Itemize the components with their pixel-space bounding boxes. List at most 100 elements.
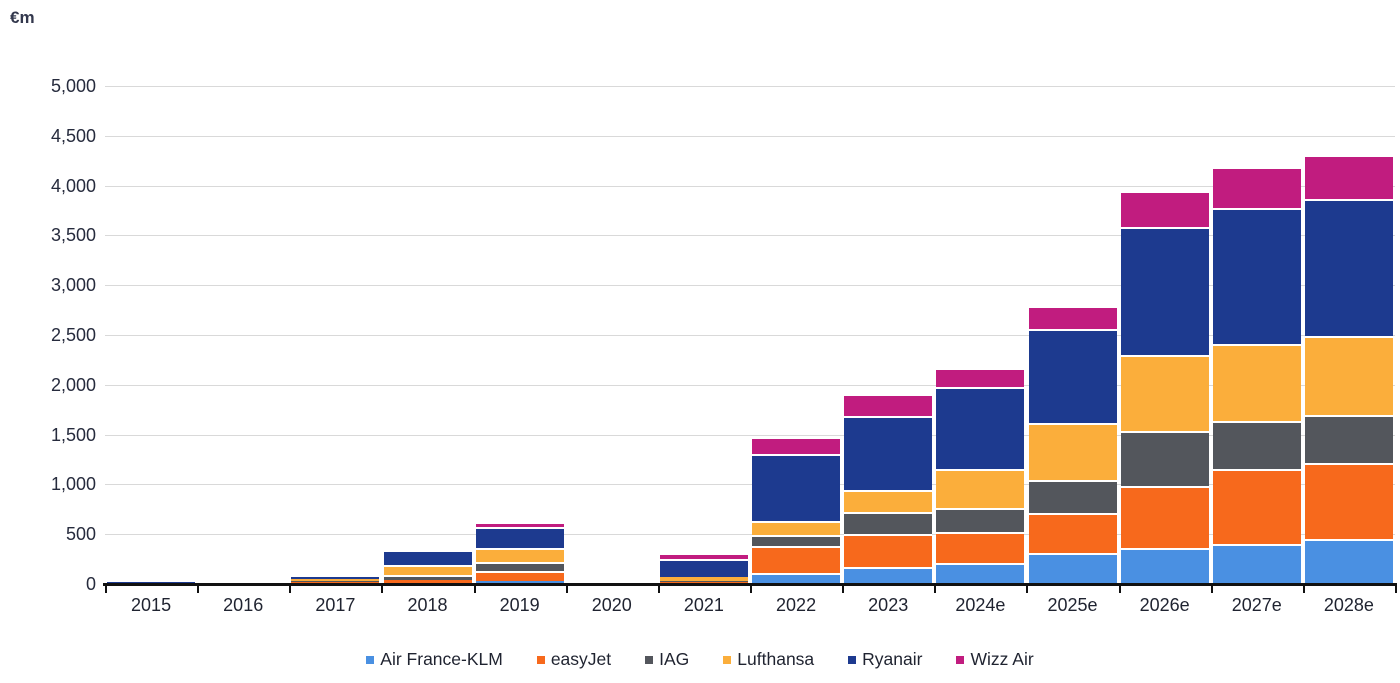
bar-segment-2019-wizz-air bbox=[475, 521, 564, 528]
y-axis-tick-labels: 0 500 1,000 1,500 2,000 2,500 3,000 3,500 4,000 4… bbox=[0, 76, 96, 594]
y-axis-label-2000: 2,000 bbox=[50, 374, 96, 395]
bar-segment-2027e-easyjet bbox=[1212, 469, 1301, 545]
gridline-2000 bbox=[105, 384, 1395, 386]
y-axis-label-2500: 2,500 bbox=[50, 325, 96, 345]
bar-segment-2019-air-france-klm bbox=[475, 581, 564, 584]
legend-label-easyjet: easyJet bbox=[550, 649, 612, 669]
bar-segment-2024e-air-france-klm bbox=[936, 562, 1025, 584]
bar-segment-2024e-wizz-air bbox=[936, 368, 1025, 388]
bar-segment-2028e-air-france-klm bbox=[1304, 539, 1393, 584]
legend-label-wizz-air: Wizz Air bbox=[970, 649, 1034, 669]
legend-item-easyjet: easyJet bbox=[536, 649, 612, 670]
bar-segment-2021-easyjet bbox=[659, 581, 748, 583]
bar-2017 bbox=[291, 86, 380, 584]
bar-segment-2019-lufthansa bbox=[475, 548, 564, 563]
bar-segment-2021-wizz-air bbox=[659, 554, 748, 559]
gridline-5000 bbox=[105, 86, 1395, 87]
bar-2019 bbox=[475, 86, 564, 584]
bar-segment-2019-ryanair bbox=[475, 527, 564, 549]
gridline-1000 bbox=[105, 484, 1395, 486]
bar-2018 bbox=[383, 86, 472, 584]
bar-segment-2017-easyjet bbox=[291, 581, 380, 584]
bar-segment-2021-ryanair bbox=[659, 558, 748, 578]
bar-segment-2026e-wizz-air bbox=[1120, 190, 1209, 228]
gridline-500 bbox=[105, 534, 1395, 536]
y-axis-label-3000: 3,000 bbox=[50, 275, 96, 296]
bar-segment-2021-lufthansa bbox=[659, 577, 748, 581]
bar-segment-2026e-air-france-klm bbox=[1120, 548, 1209, 584]
x-axis-tick bbox=[1302, 586, 1305, 593]
bar-segment-2018-iag bbox=[383, 574, 472, 581]
legend-item-iag: IAG bbox=[645, 649, 689, 670]
y-axis-label-5000: 5,000 bbox=[50, 76, 96, 96]
bar-2026e bbox=[1120, 86, 1209, 584]
chart-legend: Air France-KLM easyJet IAG Lufthansa Ryanair… bbox=[0, 649, 1400, 670]
bar-segment-2026e-ryanair bbox=[1120, 227, 1209, 355]
x-axis-tick bbox=[381, 586, 384, 593]
bar-segment-2026e-lufthansa bbox=[1120, 354, 1209, 432]
legend-label-air-france-klm: Air France-KLM bbox=[380, 649, 503, 669]
y-axis-label-4000: 4,000 bbox=[50, 175, 96, 196]
x-axis-label-2018: 2018 bbox=[407, 595, 448, 615]
bar-segment-2025e-air-france-klm bbox=[1028, 553, 1117, 584]
legend-swatch-easyjet bbox=[536, 655, 545, 664]
gridline-4000 bbox=[105, 185, 1395, 187]
x-axis-label-2020: 2020 bbox=[591, 595, 632, 615]
bar-segment-2022-lufthansa bbox=[752, 521, 841, 535]
bar-segment-2028e-iag bbox=[1304, 414, 1393, 463]
bar-segment-2023-iag bbox=[844, 511, 933, 534]
bar-segment-2025e-lufthansa bbox=[1028, 422, 1117, 481]
bar-segment-2027e-ryanair bbox=[1212, 208, 1301, 344]
x-axis-label-2028e: 2028e bbox=[1323, 595, 1374, 615]
bar-2022 bbox=[752, 86, 841, 584]
bar-segment-2028e-easyjet bbox=[1304, 462, 1393, 540]
bar-segment-2024e-lufthansa bbox=[936, 468, 1025, 508]
x-axis-tick bbox=[565, 586, 568, 593]
bar-segment-2017-iag bbox=[291, 580, 380, 582]
bar-segment-2028e-ryanair bbox=[1304, 198, 1393, 337]
legend-swatch-ryanair bbox=[848, 655, 857, 664]
x-axis-line bbox=[103, 583, 1397, 586]
bar-segment-2022-easyjet bbox=[752, 545, 841, 574]
bar-segment-2023-lufthansa bbox=[844, 489, 933, 512]
y-axis-label-0: 0 bbox=[85, 574, 96, 594]
legend-label-iag: IAG bbox=[659, 649, 690, 669]
x-axis-label-2019: 2019 bbox=[499, 595, 540, 615]
legend-item-wizz-air: Wizz Air bbox=[956, 649, 1034, 670]
x-axis-tick bbox=[105, 586, 107, 593]
x-axis-label-2022: 2022 bbox=[776, 595, 817, 615]
bar-2027e bbox=[1212, 86, 1301, 584]
gridline-2500 bbox=[105, 335, 1395, 336]
x-axis-tick bbox=[289, 586, 292, 593]
x-axis-tick bbox=[197, 586, 200, 593]
bar-segment-2017-ryanair bbox=[291, 577, 380, 580]
gridline-1500 bbox=[105, 434, 1395, 436]
bar-segment-2019-easyjet bbox=[475, 570, 564, 582]
bar-2016 bbox=[199, 86, 287, 584]
bar-2025e bbox=[1028, 86, 1117, 584]
legend-label-ryanair: Ryanair bbox=[862, 649, 923, 669]
legend-swatch-air-france-klm bbox=[366, 655, 375, 664]
bar-segment-2024e-ryanair bbox=[936, 387, 1025, 469]
x-axis-label-2027e: 2027e bbox=[1231, 595, 1282, 615]
legend-item-air-france-klm: Air France-KLM bbox=[366, 649, 503, 670]
x-axis-label-2026e: 2026e bbox=[1139, 595, 1190, 615]
bar-2028e bbox=[1304, 86, 1393, 584]
bar-segment-2018-easyjet bbox=[383, 580, 472, 584]
bar-segment-2022-iag bbox=[752, 534, 841, 546]
bar-segment-2027e-iag bbox=[1212, 420, 1301, 470]
gridline-3000 bbox=[105, 285, 1395, 287]
x-axis-label-2016: 2016 bbox=[223, 595, 264, 615]
bar-segment-2025e-easyjet bbox=[1028, 512, 1117, 554]
y-axis-label-500: 500 bbox=[65, 524, 96, 545]
bar-segment-2019-iag bbox=[475, 562, 564, 571]
x-axis-label-2021: 2021 bbox=[683, 595, 724, 615]
bar-segment-2023-easyjet bbox=[844, 533, 933, 567]
bar-segment-2026e-iag bbox=[1120, 431, 1209, 487]
x-axis-label-2025e: 2025e bbox=[1047, 595, 1098, 615]
bar-2021 bbox=[659, 86, 748, 584]
bar-segment-2024e-iag bbox=[936, 507, 1025, 533]
bar-segment-2023-ryanair bbox=[844, 416, 933, 490]
bar-segment-2025e-wizz-air bbox=[1028, 305, 1117, 330]
